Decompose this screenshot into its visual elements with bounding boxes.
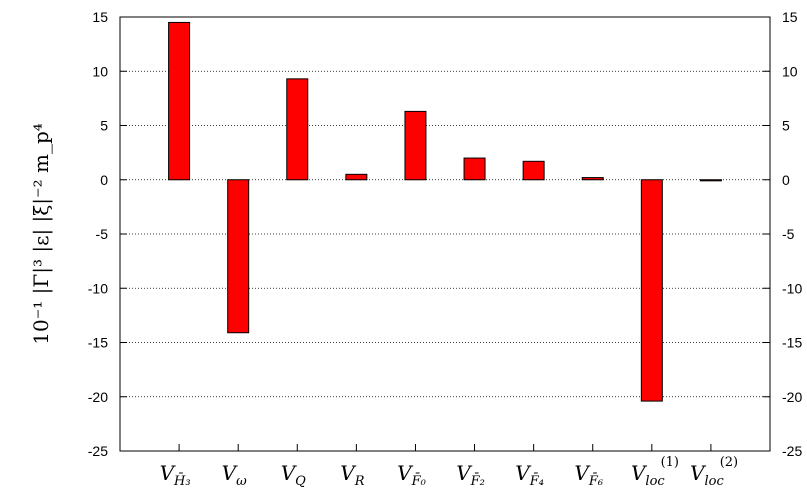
bar (581, 177, 604, 181)
gridlines (120, 70, 770, 398)
y-axis-label: 10⁻¹ |Γ|³ |ε| |ξ|⁻² m_p⁴ (29, 123, 54, 345)
y-tick-label-left: 10 (92, 63, 108, 79)
y-tick-label-left: -25 (88, 443, 108, 459)
x-tick-label: Vloc (631, 461, 665, 489)
x-tick-label: VR (340, 461, 364, 489)
y-tick-label-right: -20 (782, 389, 802, 405)
y-tick-label-right: -5 (782, 226, 795, 242)
bar (286, 78, 309, 181)
x-tick-label: VF̄₂ (456, 461, 485, 489)
x-tick-label: VQ (281, 461, 306, 489)
x-tick-label: Vloc (690, 461, 724, 489)
y-ticks: 15 15 10 10 5 5 0 0 -5 -5 -10 -10 -15 -15 -20 -20 -25 -25 (88, 9, 803, 459)
y-tick-label-right: 5 (782, 118, 790, 134)
x-tick-label: VF̄₄ (515, 461, 544, 489)
bar (345, 173, 368, 181)
y-tick-label-left: 0 (100, 172, 108, 188)
y-tick-label-left: 5 (100, 118, 108, 134)
y-tick-label-right: 0 (782, 172, 790, 188)
y-tick-label-right: 10 (782, 63, 798, 79)
bars (168, 21, 722, 451)
bar (404, 110, 427, 181)
bar (699, 179, 722, 182)
y-tick-label-right: -25 (782, 443, 802, 459)
bar (463, 157, 486, 181)
x-tick-label-superscript: (2) (720, 455, 738, 470)
x-tick-label: VF̄₀ (397, 461, 426, 489)
y-tick-label-left: -5 (96, 226, 109, 242)
x-tick-label: VH̄₃ (160, 461, 191, 489)
bar (227, 179, 250, 334)
y-tick-label-right: 15 (782, 9, 798, 25)
x-tick-label-superscript: (1) (661, 455, 679, 470)
x-tick-label: VF̄₆ (574, 461, 603, 489)
y-tick-label-left: -10 (88, 280, 108, 296)
y-tick-label-left: -20 (88, 389, 108, 405)
y-tick-label-left: 15 (92, 9, 108, 25)
bar (168, 21, 191, 181)
bar (640, 179, 663, 402)
y-tick-label-right: -10 (782, 280, 802, 296)
y-tick-label-left: -15 (88, 335, 108, 351)
x-tick-labels: VH̄₃ Vω VQ VR VF̄₀ VF̄₂ VF̄₄ VF̄₆ Vloc(1) Vloc(2) (160, 455, 739, 489)
x-tick-label: Vω (222, 461, 247, 489)
bar (522, 160, 545, 181)
y-tick-label-right: -15 (782, 335, 802, 351)
